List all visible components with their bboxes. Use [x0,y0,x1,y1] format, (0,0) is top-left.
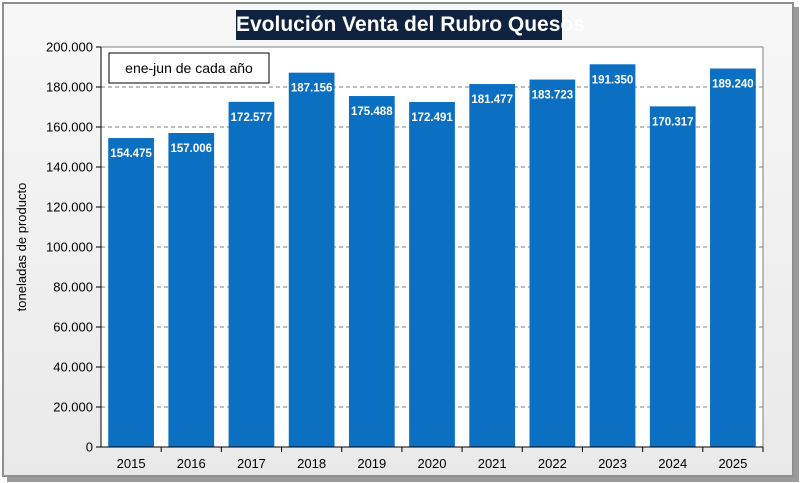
y-tick-label: 0 [86,440,93,455]
y-tick-label: 140.000 [46,160,93,175]
bar [168,132,215,447]
data-label: 183.723 [532,90,574,102]
y-axis-label: toneladas de producto [14,183,29,312]
bar [409,102,455,447]
y-tick-labels: 0 20.000 40.000 60.000 80.000 100.000 120.000 1… [46,40,93,455]
y-tick-label: 120.000 [46,200,93,215]
data-labels: 154.475 157.006 172.577 187.156 175.488 172.4… [110,74,753,160]
x-tick-label: 2023 [598,456,627,471]
bars [108,64,756,448]
annotation-box: ene-jun de cada año [108,52,270,84]
bar [589,64,636,448]
x-tick-label: 2021 [478,456,507,471]
x-tick-label: 2024 [658,456,687,471]
y-tick-label: 100.000 [46,240,93,255]
bar [710,68,756,448]
x-tick-label: 2022 [538,456,567,471]
y-tick-label: 60.000 [53,320,93,335]
data-label: 172.491 [411,112,453,124]
y-tick-label: 160.000 [46,120,93,135]
bar [649,106,696,447]
bar [348,96,395,448]
data-label: 172.577 [231,112,273,124]
x-tick-label: 2015 [117,456,146,471]
x-tick-label: 2019 [357,456,386,471]
bar [469,84,516,448]
x-tick-label: 2025 [718,456,747,471]
data-label: 189.240 [712,79,754,91]
data-label: 191.350 [592,74,634,86]
bar [228,101,275,447]
x-tick-label: 2018 [297,456,326,471]
axes [96,46,764,452]
y-tick-label: 40.000 [53,360,93,375]
y-tick-label: 200.000 [46,40,93,55]
x-tick-labels: 2015 2016 2017 2018 2019 2020 2021 2022 2023 2024… [117,456,748,471]
bar [288,72,335,448]
x-tick-label: 2016 [177,456,206,471]
chart-title: Evolución Venta del Rubro Quesos [236,10,585,40]
x-tick-label: 2017 [237,456,266,471]
data-label: 187.156 [291,83,333,95]
data-label: 157.006 [170,143,212,155]
data-label: 175.488 [351,106,393,118]
data-label: 181.477 [471,94,513,106]
y-tick-label: 20.000 [53,400,93,415]
x-tick-label: 2020 [418,456,447,471]
data-label: 154.475 [110,148,152,160]
y-tick-label: 180.000 [46,80,93,95]
bar [108,138,154,448]
annotation-text: ene-jun de cada año [125,60,253,76]
y-tick-label: 80.000 [53,280,93,295]
data-label: 170.317 [652,116,694,128]
bar [529,79,576,447]
